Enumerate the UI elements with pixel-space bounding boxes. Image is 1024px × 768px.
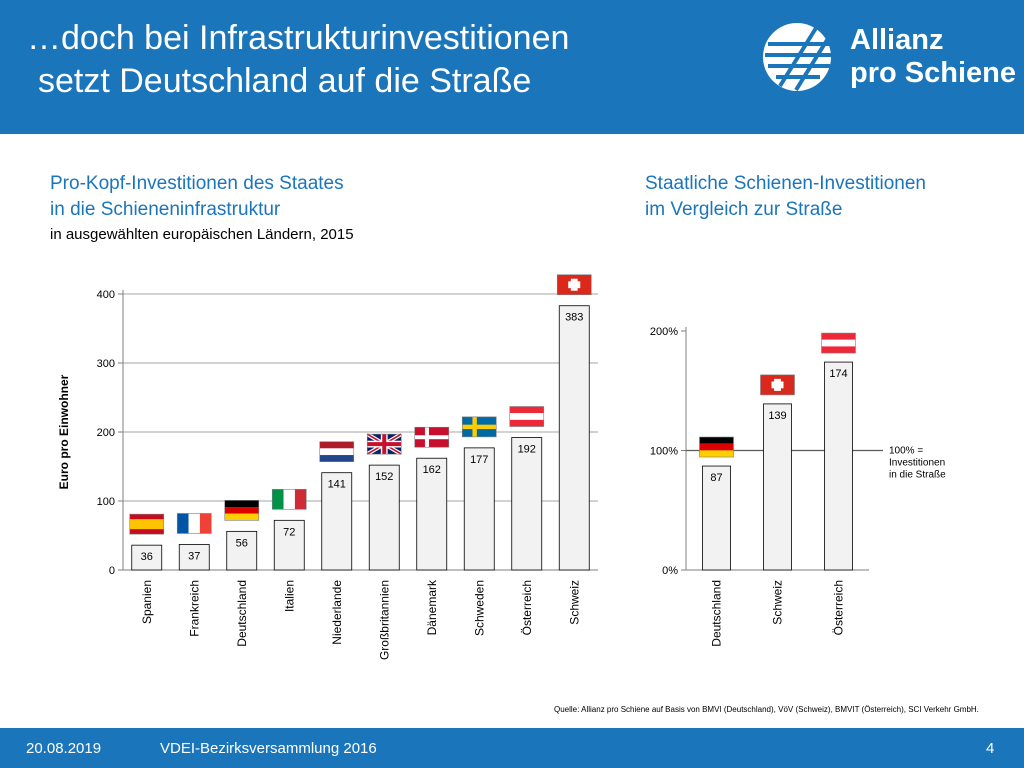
bar bbox=[416, 457, 448, 571]
flag-es-icon bbox=[129, 513, 165, 535]
y-tick-label: 200% bbox=[650, 326, 678, 338]
flag-de-icon bbox=[224, 500, 260, 521]
data-label: 56 bbox=[236, 537, 248, 549]
flag-se-icon bbox=[461, 416, 497, 438]
bar bbox=[702, 465, 731, 571]
bar bbox=[763, 403, 792, 571]
left-chart-title-line1: Pro-Kopf-Investitionen des Staates bbox=[50, 173, 344, 194]
logo-wordmark-line1: Allianz bbox=[850, 24, 944, 56]
y-tick-label: 100 bbox=[97, 496, 115, 508]
y-tick-label: 400 bbox=[97, 289, 115, 301]
flag-fr-icon bbox=[176, 513, 212, 534]
data-label: 174 bbox=[829, 368, 847, 380]
bar bbox=[321, 472, 353, 571]
bar bbox=[178, 544, 210, 571]
data-label: 177 bbox=[470, 454, 488, 466]
page-number: 4 bbox=[986, 740, 995, 757]
logo-wordmark-line2: pro Schiene bbox=[850, 57, 1016, 89]
bar bbox=[824, 361, 853, 571]
x-category-label: Schweden bbox=[472, 580, 486, 636]
flag-ch-icon bbox=[760, 374, 795, 396]
data-label: 152 bbox=[375, 471, 393, 483]
slide-title-line2: setzt Deutschland auf die Straße bbox=[38, 62, 532, 100]
x-category-label: Frankreich bbox=[187, 580, 201, 637]
left-chart-title-line2: in die Schieneninfrastruktur bbox=[50, 199, 281, 220]
y-tick-label: 200 bbox=[97, 427, 115, 439]
right-chart-title-line1: Staatliche Schienen-Investitionen bbox=[645, 173, 926, 194]
flag-nl-icon bbox=[319, 441, 355, 463]
footer-band: 20.08.2019 VDEI-Bezirksversammlung 2016 … bbox=[0, 728, 1024, 768]
bar bbox=[226, 530, 258, 571]
y-tick-label: 0% bbox=[662, 565, 678, 577]
data-label: 72 bbox=[283, 526, 295, 538]
data-label: 383 bbox=[565, 312, 583, 324]
reference-label: in die Straße bbox=[889, 470, 946, 481]
data-label: 162 bbox=[423, 464, 441, 476]
bar bbox=[511, 437, 543, 571]
reference-label: Investitionen bbox=[889, 458, 945, 469]
bar bbox=[273, 519, 305, 571]
x-category-label: Schweiz bbox=[567, 580, 581, 625]
y-tick-label: 0 bbox=[109, 565, 115, 577]
y-tick-label: 100% bbox=[650, 446, 678, 458]
flag-at-icon bbox=[509, 406, 545, 427]
data-label: 192 bbox=[518, 444, 536, 456]
x-category-label: Österreich bbox=[520, 580, 534, 635]
x-category-label: Deutschland bbox=[710, 580, 724, 647]
x-category-label: Niederlande bbox=[330, 580, 344, 645]
data-label: 36 bbox=[141, 551, 153, 563]
bar bbox=[368, 464, 400, 571]
x-category-label: Italien bbox=[282, 580, 296, 612]
y-axis-title: Euro pro Einwohner bbox=[57, 374, 71, 489]
y-tick-label: 300 bbox=[97, 358, 115, 370]
flag-de-icon bbox=[699, 436, 734, 458]
allianz-pro-schiene-logo-icon bbox=[763, 23, 834, 92]
flag-dk-icon bbox=[414, 426, 450, 448]
per-capita-investment-chart: 0 100 200 300 400 Euro pro Einwohner 36 Spanien… bbox=[57, 274, 598, 660]
x-category-label: Großbritannien bbox=[377, 580, 391, 660]
data-label: 87 bbox=[710, 472, 722, 484]
data-label: 141 bbox=[328, 479, 346, 491]
data-label: 37 bbox=[188, 550, 200, 562]
footer-date: 20.08.2019 bbox=[26, 740, 102, 757]
left-chart-subtitle: in ausgewählten europäischen Ländern, 20… bbox=[50, 226, 354, 243]
x-category-label: Österreich bbox=[832, 580, 846, 635]
reference-label: 100% = bbox=[889, 446, 923, 457]
x-category-label: Schweiz bbox=[771, 580, 785, 625]
slide-title-line1: …doch bei Infrastrukturinvestitionen bbox=[27, 19, 570, 57]
x-category-label: Deutschland bbox=[235, 580, 249, 647]
flag-at-icon bbox=[821, 332, 856, 354]
bar bbox=[131, 544, 163, 571]
data-label: 139 bbox=[768, 410, 786, 422]
flag-ch-icon bbox=[556, 274, 592, 296]
right-chart-title-line2: im Vergleich zur Straße bbox=[645, 199, 843, 220]
x-category-label: Spanien bbox=[140, 580, 154, 624]
bar bbox=[463, 447, 495, 571]
footer-event: VDEI-Bezirksversammlung 2016 bbox=[160, 740, 377, 757]
bar bbox=[558, 305, 590, 571]
flag-gb-icon bbox=[366, 432, 403, 456]
source-note: Quelle: Allianz pro Schiene auf Basis vo… bbox=[554, 705, 979, 714]
header-band: …doch bei Infrastrukturinvestitionen set… bbox=[0, 0, 1024, 134]
flag-it-icon bbox=[271, 489, 307, 510]
x-category-label: Dänemark bbox=[425, 579, 439, 635]
